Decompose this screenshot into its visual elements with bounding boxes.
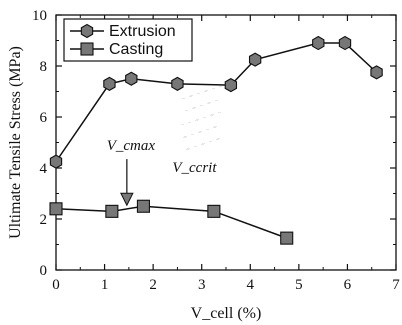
data-point-extrusion [370,65,383,80]
noise-speck [211,114,214,115]
x-tick-label: 1 [101,277,109,293]
noise-speck [189,96,192,97]
noise-speck [192,108,195,109]
data-point-extrusion [248,52,262,67]
x-tick-label: 5 [295,277,303,293]
x-tick-label: 0 [52,277,60,293]
y-tick-label: 6 [40,110,48,126]
noise-speck [200,105,203,106]
x-axis-label: V_cell (%) [191,305,262,322]
data-point-casting [105,204,119,218]
noise-speck [197,93,200,94]
noise-speck [207,103,210,104]
noise-speck [213,127,216,128]
noise-speck [209,141,212,142]
data-point-extrusion [312,35,325,51]
noise-speck [204,91,207,92]
noise-speck [185,110,188,111]
noise-speck [205,90,208,91]
y-tick-label: 2 [40,212,48,228]
y-tick-label: 10 [32,8,47,24]
data-point-extrusion [171,76,184,91]
noise-speck [190,95,193,96]
series-extrusion [49,35,383,169]
series-layer [49,35,383,245]
noise-speck [219,86,222,87]
x-tick-label: 2 [149,277,157,293]
y-axis-label: Ultimate Tensile Stress (MPa) [7,46,24,239]
noise-speck [217,138,220,139]
noise-speck [183,137,186,138]
noise-speck [201,144,204,145]
x-tick-label: 3 [198,277,206,293]
data-point-extrusion [125,71,138,86]
noise-speck [216,139,219,140]
legend-marker-extrusion [80,23,94,39]
noise-speck [215,100,218,101]
data-point-extrusion [49,154,63,169]
noise-speck [181,124,184,125]
axes: 0 1 2 3 4 5 6 7 0 2 4 6 8 10 V_cell (%) Ultimate Tensil… [7,8,400,322]
noise-speck [218,112,221,113]
noise-speck [212,88,215,89]
noise-speck [206,129,209,130]
noise-speck [186,149,189,150]
y-tick-label: 4 [40,161,48,177]
annotation-arrow-head [120,192,134,207]
noise-speck [193,107,196,108]
noise-speck [202,143,205,144]
annotation-vcmax: V_cmax [107,138,156,154]
noise-speck [191,134,194,135]
noise-speck [184,136,187,137]
annotation-vccrit: V_ccrit [172,160,217,176]
noise-speck [210,115,213,116]
data-point-casting [207,204,221,218]
data-point-casting [49,202,63,216]
y-tick-label: 0 [40,263,48,279]
noise-speck [194,146,197,147]
noise-speck [187,148,190,149]
legend-marker-casting [80,42,94,56]
noise-speck [203,117,206,118]
noise-speck [208,102,211,103]
noise-speck [214,126,217,127]
noise-speck [188,122,191,123]
annotations: V_cmax V_ccrit [107,138,217,207]
noise-speck [196,119,199,120]
y-tick-label: 8 [40,59,48,75]
data-point-extrusion [338,35,352,51]
data-point-extrusion [224,77,238,93]
x-tick-label: 4 [247,277,255,293]
x-tick-label: 7 [392,277,400,293]
noise-speck [182,98,185,99]
x-tick-label: 6 [344,277,352,293]
data-point-casting [136,199,150,213]
data-point-extrusion [103,76,116,91]
scan-noise-overlay [180,85,222,150]
legend-label-extrusion: Extrusion [109,23,176,40]
series-line-casting [55,205,287,239]
data-point-casting [280,231,294,245]
noise-speck [198,132,201,133]
legend-label-casting: Casting [109,41,163,58]
series-casting [49,199,294,245]
noise-speck [195,120,198,121]
noise-speck [199,131,202,132]
